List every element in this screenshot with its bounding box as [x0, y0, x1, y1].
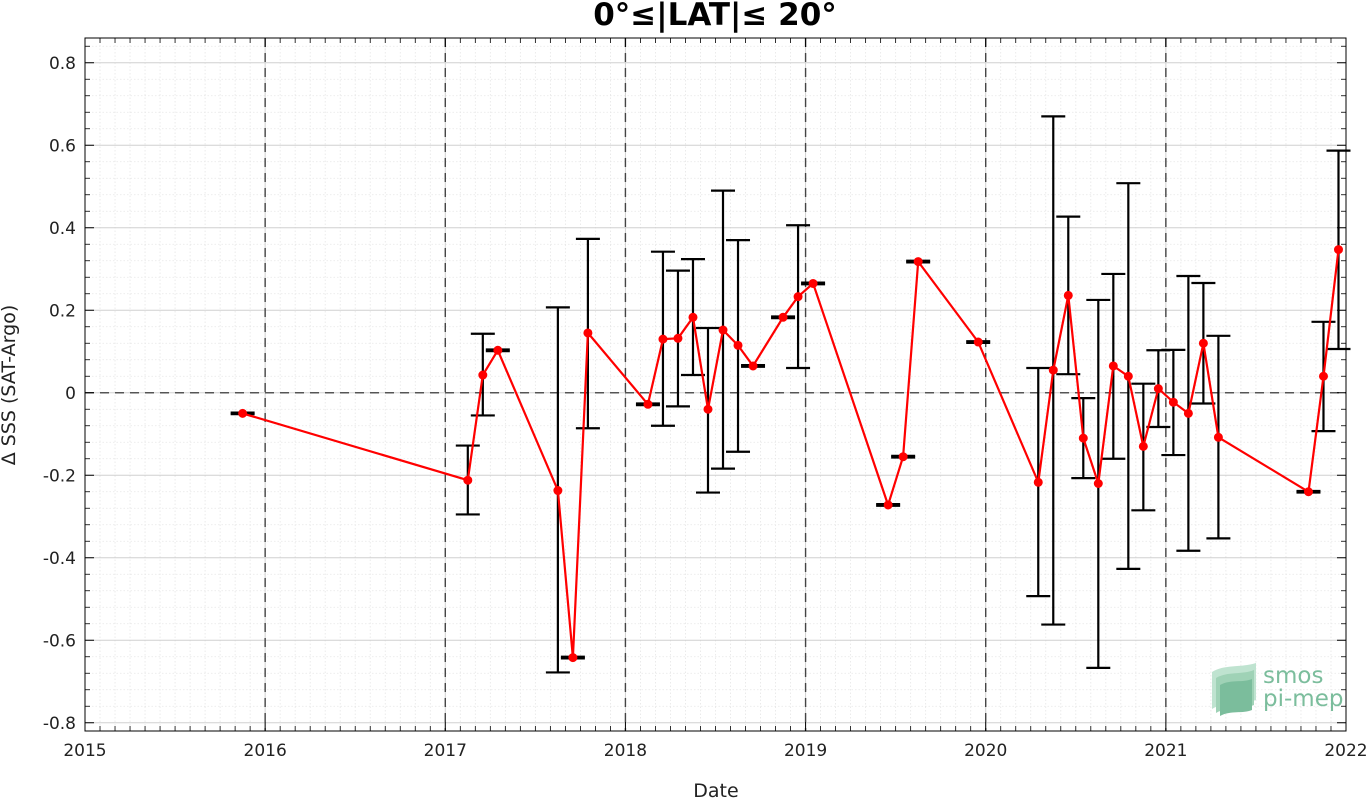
x-tick-labels: 2015 2016 2017 2018 2019 2020 2021 2022 [63, 741, 1367, 761]
data-point-marker [1123, 371, 1133, 381]
x-tick-label: 2017 [424, 741, 467, 761]
data-point-marker [1153, 384, 1163, 394]
data-point-marker [883, 500, 893, 510]
data-point-marker [733, 340, 743, 350]
data-point-marker [463, 475, 473, 485]
data-point-marker [493, 345, 503, 355]
x-tick-label: 2016 [244, 741, 287, 761]
data-point-marker [553, 486, 563, 496]
data-point-marker [1078, 433, 1088, 443]
y-tick-labels: -0.8 -0.6 -0.4 -0.2 0 0.2 0.4 0.6 0.8 [43, 54, 76, 734]
data-point-marker [1183, 408, 1193, 418]
data-point-marker [238, 408, 248, 418]
x-tick-label: 2015 [63, 741, 106, 761]
data-point-marker [478, 370, 488, 380]
logo-text-line1: smos [1263, 663, 1323, 689]
chart-title: 0°≤|LAT|≤ 20° [593, 0, 837, 33]
data-point-marker [778, 312, 788, 322]
y-tick-label: 0 [65, 384, 76, 404]
data-point-marker [703, 404, 713, 414]
data-point-marker [1333, 245, 1343, 255]
data-point-marker [673, 333, 683, 343]
y-tick-label: -0.2 [43, 466, 76, 486]
data-point-marker [658, 334, 668, 344]
y-tick-label: 0.4 [49, 219, 76, 239]
y-tick-label: -0.6 [43, 631, 76, 651]
data-point-marker [1318, 371, 1328, 381]
y-tick-label: -0.4 [43, 549, 76, 569]
x-tick-label: 2019 [784, 741, 827, 761]
y-tick-label: 0.6 [49, 136, 76, 156]
data-point-marker [718, 325, 728, 335]
y-tick-label: 0.2 [49, 301, 76, 321]
y-tick-label: -0.8 [43, 714, 76, 734]
reference-lines [85, 38, 1346, 731]
logo-waves-icon [1212, 663, 1256, 716]
data-point-marker [1138, 441, 1148, 451]
x-tick-label: 2018 [604, 741, 647, 761]
data-point-marker [898, 452, 908, 462]
data-point-marker [1063, 290, 1073, 300]
data-point-marker [793, 292, 803, 302]
y-axis-label: Δ SSS (SAT-Argo) [0, 305, 20, 465]
data-point-marker [1033, 477, 1043, 487]
axis-ticks [84, 38, 1347, 731]
data-point-marker [568, 653, 578, 663]
data-point-marker [1093, 479, 1103, 488]
logo-text-line2: pi-mep [1263, 686, 1343, 712]
data-point-marker [583, 328, 593, 338]
data-point-marker [808, 278, 818, 288]
data-point-marker [913, 257, 923, 267]
smos-pi-mep-logo: smos pi-mep [1212, 663, 1343, 716]
data-point-marker [973, 337, 983, 347]
series-markers [238, 245, 1343, 663]
x-tick-label: 2020 [964, 741, 1007, 761]
minor-grid [85, 38, 1346, 731]
y-tick-label: 0.8 [49, 54, 76, 74]
data-point-marker [1303, 487, 1313, 497]
data-point-marker [1168, 397, 1178, 407]
x-tick-label: 2021 [1144, 741, 1187, 761]
data-point-marker [1198, 338, 1208, 348]
data-point-marker [1048, 365, 1058, 375]
x-tick-label: 2022 [1324, 741, 1367, 761]
data-point-marker [688, 312, 698, 322]
data-point-marker [748, 361, 758, 371]
data-point-marker [1213, 432, 1223, 442]
data-point-marker [1108, 361, 1118, 371]
x-axis-label: Date [693, 780, 738, 799]
data-point-marker [643, 399, 653, 409]
